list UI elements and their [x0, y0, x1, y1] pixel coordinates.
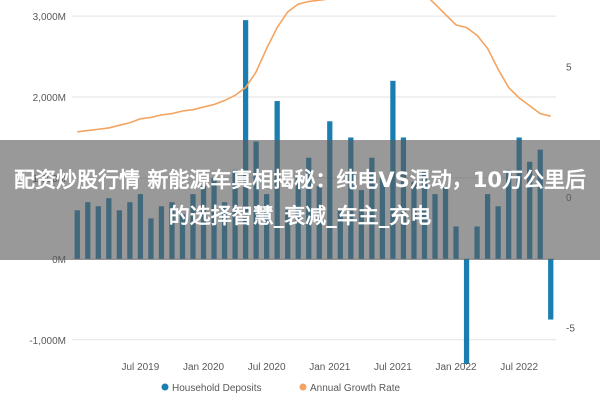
left-tick-label-0: 3,000M [33, 12, 66, 23]
x-tick-label-3: Jan 2021 [309, 362, 351, 373]
x-tick-label-5: Jan 2022 [435, 362, 477, 373]
x-tick-label-4: Jul 2021 [374, 362, 412, 373]
line-annual-growth-rate [77, 0, 551, 133]
x-tick-label-6: Jul 2022 [500, 362, 538, 373]
x-axis-ticks: Jul 2019 Jan 2020 Jul 2020 Jan 2021 Jul 2021… [121, 362, 538, 373]
left-tick-label-1: 2,000M [33, 93, 66, 104]
bar-2022-02 [463, 258, 470, 365]
legend-marker-household-deposits [161, 383, 169, 391]
overlay-title: 配资炒股行情 新能源车真相揭秘：纯电VS混动，10万公里后的选择智慧_衰减_车主… [14, 168, 586, 228]
right-tick-label-3: -5 [566, 323, 575, 334]
bar-2022-10 [548, 258, 554, 320]
title-overlay-band [0, 140, 600, 260]
left-tick-label-3: 0M [52, 255, 66, 266]
legend: Household Deposits Annual Growth Rate [161, 383, 400, 394]
x-tick-label-1: Jan 2020 [183, 362, 225, 373]
legend-label-household-deposits: Household Deposits [172, 383, 262, 394]
x-tick-label-0: Jul 2019 [121, 362, 159, 373]
left-tick-label-4: -1,000M [29, 336, 66, 347]
legend-label-annual-growth-rate: Annual Growth Rate [310, 383, 400, 394]
legend-marker-annual-growth-rate [299, 383, 307, 391]
bar-2020-05 [242, 20, 249, 259]
x-tick-label-2: Jul 2020 [248, 362, 286, 373]
right-tick-label-1: 5 [566, 63, 572, 74]
